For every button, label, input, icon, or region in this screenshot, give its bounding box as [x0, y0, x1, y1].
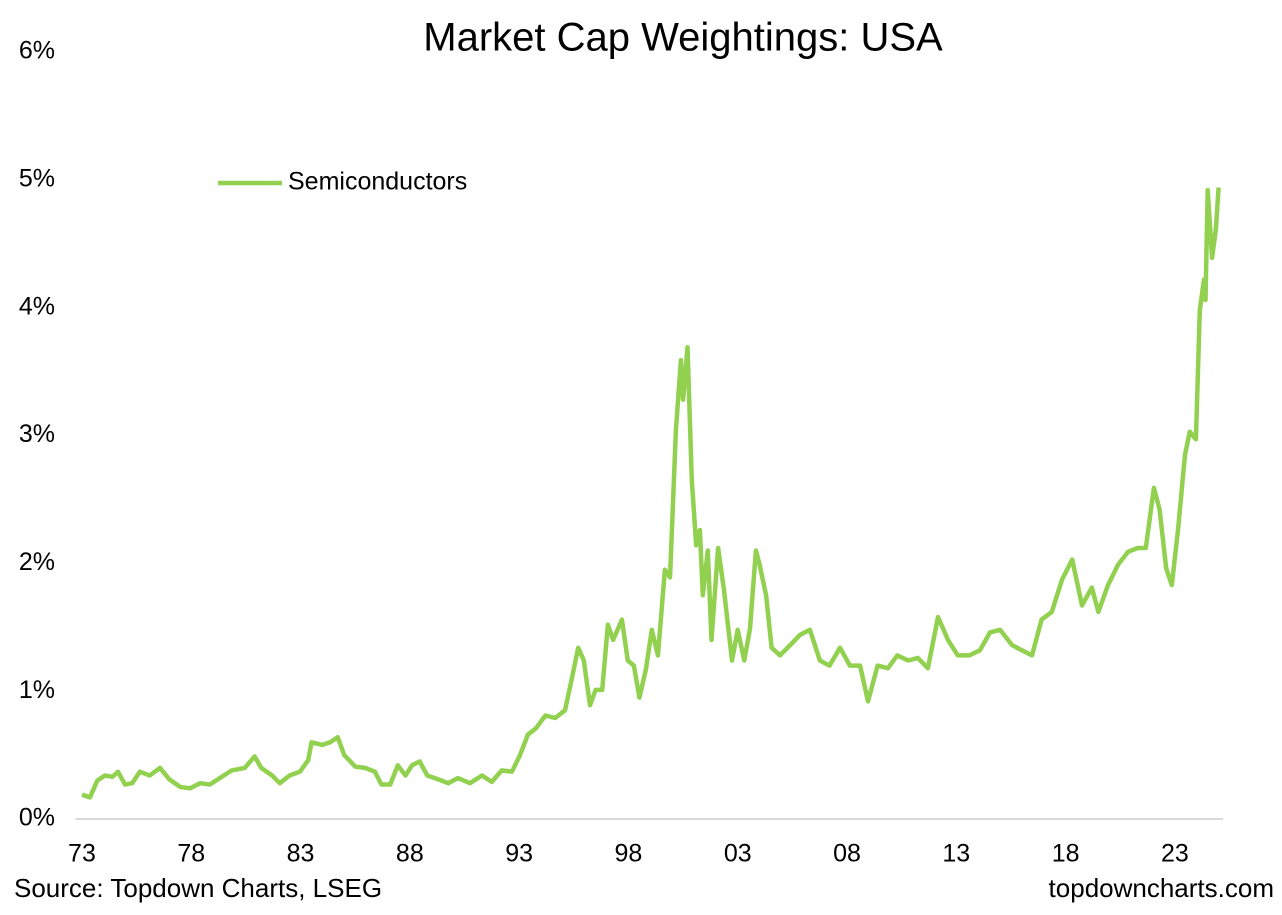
- watermark: topdowncharts.com: [1049, 873, 1274, 903]
- legend-label: Semiconductors: [288, 168, 467, 196]
- x-tick-label: 23: [1161, 840, 1189, 868]
- y-tick-label: 4%: [19, 292, 55, 320]
- x-tick-label: 93: [505, 840, 533, 868]
- x-tick-label: 98: [615, 840, 643, 868]
- x-tick-label: 88: [396, 840, 424, 868]
- y-tick-label: 5%: [19, 164, 55, 192]
- x-tick-label: 73: [68, 840, 96, 868]
- x-tick-label: 18: [1052, 840, 1080, 868]
- y-tick-label: 2%: [19, 548, 55, 576]
- x-tick-label: 03: [724, 840, 752, 868]
- x-tick-label: 83: [287, 840, 315, 868]
- x-tick-label: 13: [942, 840, 970, 868]
- chart-title: Market Cap Weightings: USA: [423, 16, 943, 60]
- y-tick-label: 1%: [19, 676, 55, 704]
- series-line: [81, 187, 1221, 800]
- y-tick-label: 0%: [19, 804, 55, 832]
- x-tick-label: 78: [177, 840, 205, 868]
- y-tick-label: 3%: [19, 420, 55, 448]
- y-tick-label: 6%: [19, 37, 55, 65]
- x-tick-label: 08: [833, 840, 861, 868]
- source-note: Source: Topdown Charts, LSEG: [14, 873, 382, 903]
